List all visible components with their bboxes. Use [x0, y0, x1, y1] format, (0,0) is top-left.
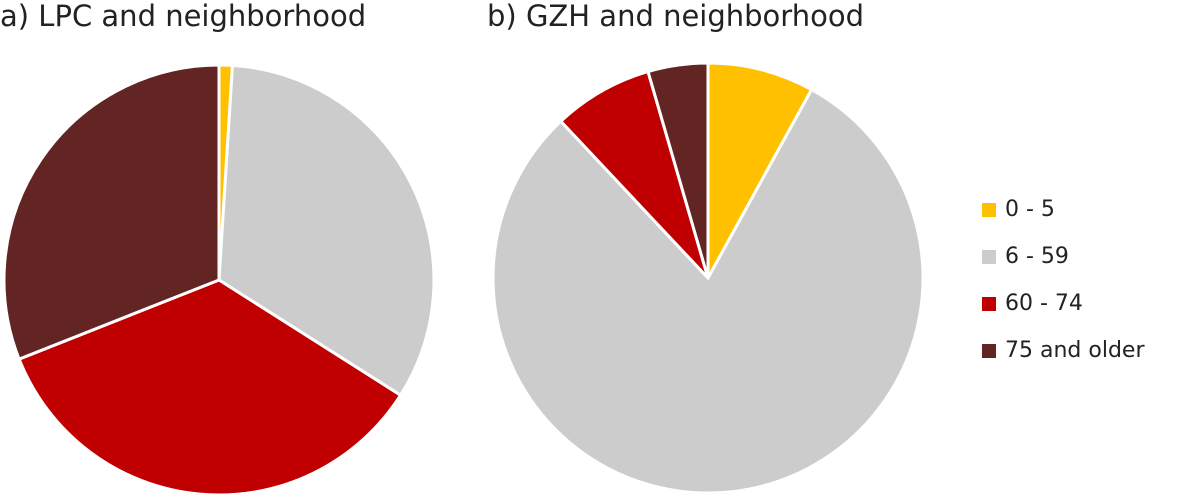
- pie-slice: [2, 63, 221, 362]
- legend-label: 6 - 59: [1005, 244, 1069, 269]
- legend-label: 0 - 5: [1005, 197, 1055, 222]
- legend-label: 75 and older: [1005, 338, 1145, 363]
- legend-swatch: [982, 203, 996, 217]
- legend-swatch: [982, 250, 996, 264]
- legend-swatch: [982, 297, 996, 311]
- pie-slice: [646, 61, 710, 279]
- legend-label: 60 - 74: [1005, 291, 1083, 316]
- legend-swatch: [982, 344, 996, 358]
- pie-slice: [706, 61, 814, 279]
- pie-slice: [558, 69, 710, 280]
- chart-title: b) GZH and neighborhood: [487, 0, 864, 33]
- pie-slice: [17, 278, 403, 495]
- pie-slice: [491, 87, 925, 495]
- chart-title: a) LPC and neighborhood: [0, 0, 366, 33]
